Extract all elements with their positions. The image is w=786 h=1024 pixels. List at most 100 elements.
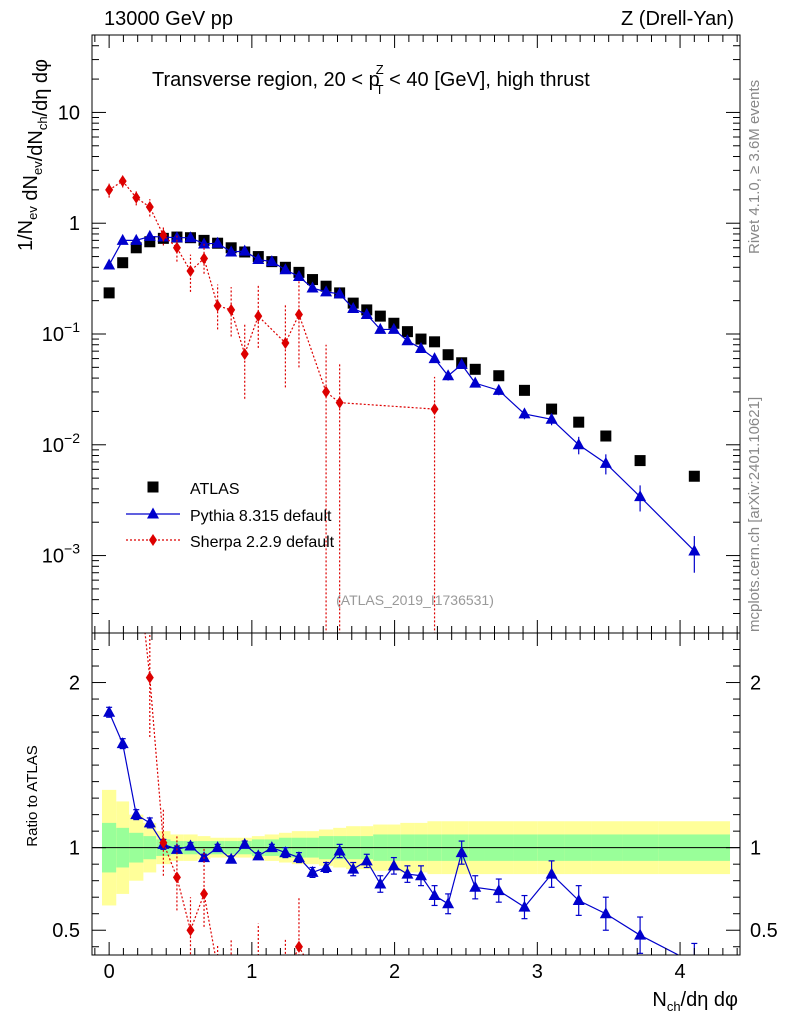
y-tick-label-main: 10 <box>58 102 80 124</box>
sherpa-ratio-point <box>336 990 344 1002</box>
atlas-point <box>374 310 386 322</box>
atlas-point <box>493 370 505 382</box>
sherpa-ratio-point <box>214 962 222 974</box>
pythia-ratio-point <box>634 928 647 940</box>
ratio-plot-area <box>92 99 740 1002</box>
pythia-point <box>545 412 558 424</box>
pythia-point <box>387 322 400 334</box>
sherpa-ratio-point <box>186 924 195 937</box>
x-axis-label: Nch/dη dφ <box>652 989 738 1014</box>
atlas-point <box>573 416 585 428</box>
pythia-point <box>279 263 292 275</box>
atlas-point <box>117 257 129 269</box>
pythia-ratio-point <box>572 894 585 906</box>
atlas-point <box>469 363 481 375</box>
atlas-point <box>634 455 646 467</box>
pythia-ratio-point <box>238 837 251 849</box>
pythia-point <box>143 229 156 241</box>
pythia-point <box>225 245 238 257</box>
pythia-point <box>518 407 531 419</box>
pythia-ratio-point <box>442 897 455 909</box>
atlas-point <box>130 242 142 254</box>
sherpa-ratio-point <box>431 966 439 978</box>
chart-title: Transverse region, 20 < pZ T < 40 [GeV], … <box>152 62 590 97</box>
sherpa-ratio-point <box>172 871 181 884</box>
pythia-point <box>211 236 224 248</box>
legend-label-atlas: ATLAS <box>190 481 240 498</box>
pythia-ratio-point <box>143 816 156 828</box>
pythia-point <box>599 456 612 468</box>
sherpa-point <box>430 403 439 416</box>
y-tick-label-ratio-right: 0.5 <box>750 920 778 942</box>
x-tick-label: 0 <box>104 961 115 983</box>
atlas-point <box>600 430 612 442</box>
pythia-ratio-point <box>103 705 116 717</box>
sherpa-ratio-point <box>145 671 154 684</box>
sherpa-ratio-point <box>294 940 303 953</box>
sherpa-point <box>281 336 290 349</box>
pythia-point <box>184 231 197 243</box>
pythia-point <box>130 233 143 245</box>
y-axis-label-ratio: Ratio to ATLAS <box>24 745 41 846</box>
pythia-ratio-point <box>252 849 265 861</box>
x-tick-label: 4 <box>674 961 685 983</box>
pythia-point <box>374 322 387 334</box>
atlas-point <box>546 403 558 415</box>
sherpa-point <box>145 201 154 214</box>
y-tick-label-main: 1 <box>69 213 80 235</box>
sherpa-ratio-point <box>119 99 127 111</box>
pythia-point <box>116 233 129 245</box>
ratio-frame <box>91 632 741 956</box>
sherpa-point <box>335 396 344 409</box>
pythia-ratio-point <box>414 869 427 881</box>
pythia-ratio-point <box>265 841 278 853</box>
sherpa-point <box>213 299 222 312</box>
y-axis-label-main: 1/Nev dNev/dNch/dη dφ <box>15 59 52 251</box>
pythia-ratio-point <box>599 907 612 919</box>
process-label: Z (Drell-Yan) <box>621 8 734 30</box>
pythia-ratio-point <box>225 852 238 864</box>
pythia-ratio-point <box>387 859 400 871</box>
pythia-point <box>360 307 373 319</box>
legend-marker-sherpa <box>149 534 157 546</box>
pythia-point <box>252 253 265 265</box>
pythia-ratio-point <box>401 867 414 879</box>
pythia-ratio-point <box>469 880 482 892</box>
x-tick-label: 2 <box>389 961 400 983</box>
pythia-ratio-point <box>292 851 305 863</box>
sherpa-ratio-point <box>227 961 235 973</box>
sherpa-ratio-point <box>322 989 330 1001</box>
pythia-ratio-point <box>184 839 197 851</box>
pythia-point <box>428 352 441 364</box>
y-tick-label-ratio-left: 1 <box>69 838 80 860</box>
pythia-point <box>455 358 468 370</box>
atlas-point <box>103 287 115 299</box>
pythia-point <box>238 244 251 256</box>
pythia-point <box>492 383 505 395</box>
pythia-ratio-point <box>545 867 558 879</box>
pythia-ratio-point <box>347 862 360 874</box>
y-tick-label-ratio-left: 2 <box>69 673 80 695</box>
pythia-ratio-point <box>279 846 292 858</box>
pythia-point <box>442 369 455 381</box>
pythia-ratio-point <box>492 884 505 896</box>
x-tick-label: 3 <box>532 961 543 983</box>
sherpa-point <box>172 241 181 254</box>
pythia-ratio-point <box>428 889 441 901</box>
rivet-version-label: Rivet 4.1.0, ≥ 3.6M events <box>746 79 763 254</box>
sherpa-point <box>118 175 127 188</box>
sherpa-point <box>105 183 114 196</box>
sherpa-point <box>186 265 195 278</box>
pythia-point <box>469 376 482 388</box>
y-tick-label-ratio-right: 2 <box>750 673 761 695</box>
atlas-point <box>429 336 441 348</box>
sherpa-point <box>322 385 331 398</box>
analysis-watermark: (ATLAS_2019_I1736531) <box>336 592 494 608</box>
atlas-point <box>144 236 156 248</box>
y-tick-label-main: 10−2 <box>42 430 80 457</box>
atlas-point <box>401 326 413 338</box>
y-tick-label-ratio-right: 1 <box>750 838 761 860</box>
sherpa-ratio-point <box>132 544 140 556</box>
sherpa-ratio-point <box>241 987 249 999</box>
pythia-ratio-point <box>518 900 531 912</box>
